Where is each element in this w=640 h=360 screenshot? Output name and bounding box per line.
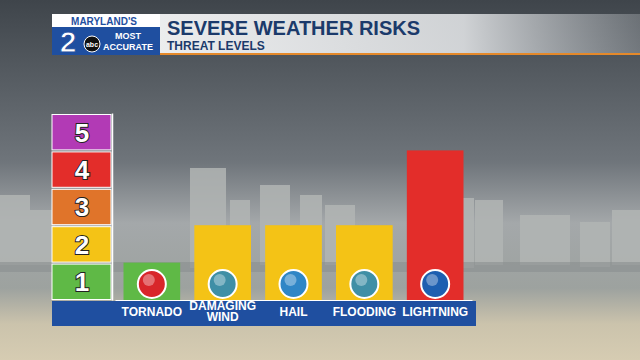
tick-label: TORNADO bbox=[122, 305, 182, 319]
tick-label: FLOODING bbox=[333, 305, 396, 319]
header-rule bbox=[160, 53, 640, 55]
icon-shine bbox=[214, 274, 226, 286]
building bbox=[30, 210, 55, 265]
title: SEVERE WEATHER RISKS bbox=[167, 17, 420, 39]
tick: TORNADO bbox=[122, 300, 182, 319]
building bbox=[475, 200, 503, 265]
level-box bbox=[52, 189, 111, 224]
tick: 5 bbox=[52, 114, 112, 150]
x-axis: TORNADO DAMAGINGWIND HAIL FLOODING LIGHTNING bbox=[116, 299, 473, 324]
icon bbox=[209, 270, 237, 298]
icon bbox=[280, 270, 308, 298]
logo-badge bbox=[84, 36, 100, 52]
header-band bbox=[52, 14, 640, 54]
icon-shine bbox=[285, 274, 297, 286]
bar bbox=[336, 225, 393, 300]
building bbox=[520, 215, 570, 265]
building bbox=[580, 222, 610, 267]
level-box bbox=[52, 264, 111, 299]
subtitle: THREAT LEVELS bbox=[167, 39, 265, 53]
tick: DAMAGINGWIND bbox=[189, 299, 256, 324]
tick-label: 2 bbox=[75, 230, 89, 260]
level-box bbox=[52, 152, 111, 187]
building bbox=[0, 195, 30, 265]
tick: LIGHTNING bbox=[402, 300, 468, 319]
chart: 1 2 3 4 5 TORNADO DAMAGINGWIND HAIL FLOODING LIGH… bbox=[0, 0, 640, 360]
bar bbox=[265, 225, 322, 300]
axis-line bbox=[116, 300, 473, 301]
logo-number: 2 bbox=[60, 25, 77, 58]
tick: 4 bbox=[52, 151, 112, 187]
icon-shine bbox=[355, 274, 367, 286]
y-axis: 1 2 3 4 5 bbox=[52, 114, 113, 301]
bar bbox=[407, 150, 464, 300]
tick: FLOODING bbox=[333, 300, 396, 319]
logo-text: MOST bbox=[115, 31, 142, 41]
logo-text: ACCURATE bbox=[103, 42, 153, 52]
icon bbox=[138, 270, 166, 298]
logo-text: MARYLAND'S bbox=[71, 16, 137, 27]
tick-label: LIGHTNING bbox=[402, 305, 468, 319]
tick-label: HAIL bbox=[280, 305, 308, 319]
tick: 3 bbox=[52, 188, 112, 224]
axis-line bbox=[112, 114, 114, 301]
bars bbox=[124, 150, 464, 300]
building bbox=[612, 210, 640, 265]
building bbox=[462, 198, 474, 268]
tick-label: DAMAGINGWIND bbox=[189, 299, 256, 324]
background bbox=[0, 0, 640, 360]
tick-label: 3 bbox=[75, 192, 89, 222]
bar bbox=[194, 225, 251, 300]
tick: 2 bbox=[52, 226, 112, 262]
level-box bbox=[52, 115, 111, 150]
tick: HAIL bbox=[280, 300, 308, 319]
icon bbox=[421, 270, 449, 298]
label-strip bbox=[52, 301, 476, 326]
icon-shine bbox=[143, 274, 155, 286]
tick-label: 1 bbox=[75, 267, 89, 297]
tick-label: 4 bbox=[75, 155, 90, 185]
icon-shine bbox=[426, 274, 438, 286]
bar bbox=[124, 263, 181, 300]
logo-text: abc bbox=[86, 41, 98, 48]
icons bbox=[138, 270, 449, 298]
icon bbox=[350, 270, 378, 298]
level-box bbox=[52, 227, 111, 262]
tick: 1 bbox=[52, 263, 112, 299]
tick-label: 5 bbox=[75, 118, 89, 148]
